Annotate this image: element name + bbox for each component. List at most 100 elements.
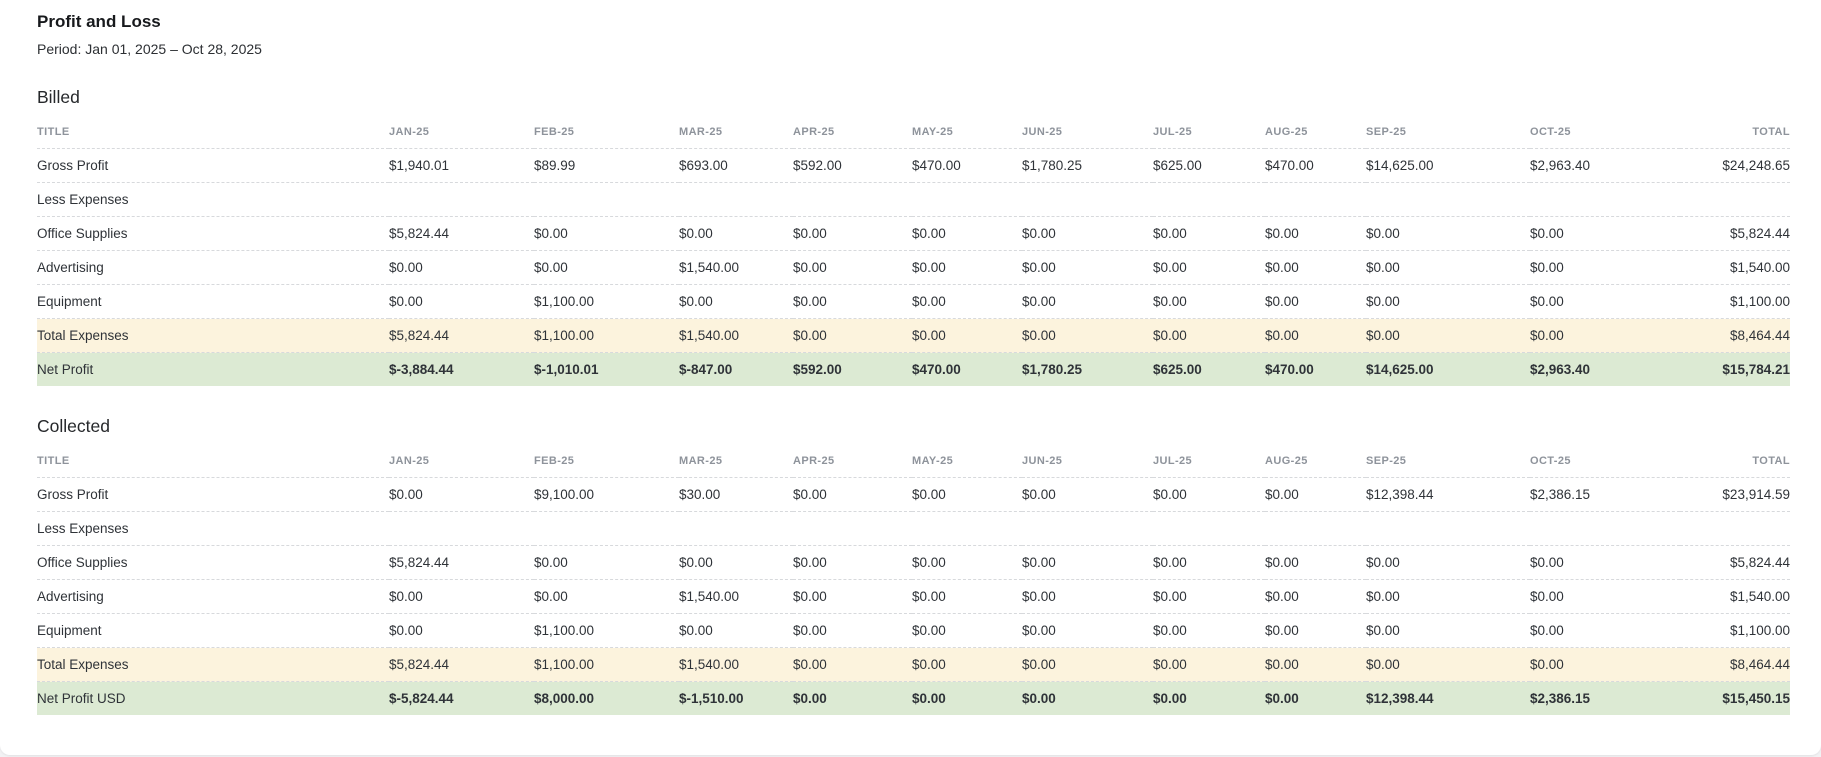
column-header: SEP-25 bbox=[1366, 455, 1407, 467]
cell-value: $0.00 bbox=[1022, 260, 1056, 275]
cell-value: $0.00 bbox=[1265, 487, 1299, 502]
cell-value: $1,940.01 bbox=[389, 158, 450, 173]
cell-value: $0.00 bbox=[1366, 657, 1400, 672]
cell-value: $5,824.44 bbox=[389, 555, 450, 570]
cell-value: $0.00 bbox=[793, 691, 827, 706]
cell-value: $1,540.00 bbox=[1729, 589, 1790, 604]
cell-value: $0.00 bbox=[1153, 294, 1187, 309]
row-title: Less Expenses bbox=[37, 521, 129, 536]
cell-value: $0.00 bbox=[912, 294, 946, 309]
cell-value: $0.00 bbox=[1366, 226, 1400, 241]
cell-value: $0.00 bbox=[1153, 555, 1187, 570]
cell-value bbox=[1680, 512, 1790, 546]
row-title: Total Expenses bbox=[37, 328, 129, 343]
cell-value: $12,398.44 bbox=[1366, 487, 1434, 502]
column-header: MAY-25 bbox=[912, 455, 954, 467]
cell-value: $0.00 bbox=[1153, 260, 1187, 275]
cell-value bbox=[1265, 183, 1366, 217]
cell-value: $0.00 bbox=[793, 226, 827, 241]
report-period-label: Period: Jan 01, 2025 – Oct 28, 2025 bbox=[37, 41, 262, 57]
column-header: SEP-25 bbox=[1366, 126, 1407, 138]
cell-value bbox=[389, 183, 534, 217]
row-title: Office Supplies bbox=[37, 226, 128, 241]
cell-value: $0.00 bbox=[1153, 623, 1187, 638]
row-title: Equipment bbox=[37, 294, 102, 309]
row-title: Equipment bbox=[37, 623, 102, 638]
cell-value: $0.00 bbox=[1022, 226, 1056, 241]
cell-value bbox=[389, 512, 534, 546]
cell-value: $0.00 bbox=[1530, 226, 1564, 241]
cell-value: $0.00 bbox=[1366, 623, 1400, 638]
collected-table: TITLE JAN-25 FEB-25 MAR-25 APR-25 MAY-25 JUN-2… bbox=[37, 443, 1790, 715]
cell-value: $0.00 bbox=[1366, 294, 1400, 309]
cell-value: $0.00 bbox=[912, 657, 946, 672]
cell-value: $12,398.44 bbox=[1366, 691, 1434, 706]
row-title: Net Profit bbox=[37, 362, 94, 377]
column-header: AUG-25 bbox=[1265, 455, 1308, 467]
cell-value bbox=[1265, 512, 1366, 546]
cell-value: $-1,510.00 bbox=[679, 691, 744, 706]
cell-value: $470.00 bbox=[912, 158, 961, 173]
table-row: Equipment $0.00 $1,100.00 $0.00 $0.00 $0.00 $0… bbox=[37, 284, 1790, 319]
row-title: Total Expenses bbox=[37, 657, 129, 672]
column-header: JAN-25 bbox=[389, 126, 430, 138]
column-header: JUL-25 bbox=[1153, 455, 1193, 467]
cell-value: $5,824.44 bbox=[389, 226, 450, 241]
cell-value: $1,100.00 bbox=[534, 657, 595, 672]
cell-value: $0.00 bbox=[1153, 487, 1187, 502]
cell-value: $0.00 bbox=[679, 555, 713, 570]
cell-value: $0.00 bbox=[1265, 328, 1299, 343]
cell-value: $0.00 bbox=[1153, 691, 1187, 706]
cell-value: $0.00 bbox=[1022, 294, 1056, 309]
cell-value: $0.00 bbox=[679, 226, 713, 241]
cell-value bbox=[1022, 512, 1153, 546]
cell-value: $2,963.40 bbox=[1530, 362, 1591, 377]
cell-value: $0.00 bbox=[534, 555, 568, 570]
cell-value: $1,100.00 bbox=[534, 294, 595, 309]
column-header: TITLE bbox=[37, 455, 70, 467]
page-title: Profit and Loss bbox=[37, 12, 161, 31]
cell-value: $0.00 bbox=[1265, 260, 1299, 275]
cell-value: $0.00 bbox=[534, 589, 568, 604]
cell-value: $0.00 bbox=[1022, 623, 1056, 638]
cell-value: $0.00 bbox=[534, 226, 568, 241]
table-row: Less Expenses bbox=[37, 182, 1790, 217]
cell-value: $0.00 bbox=[1530, 589, 1564, 604]
cell-value bbox=[1153, 183, 1265, 217]
cell-value: $24,248.65 bbox=[1722, 158, 1790, 173]
cell-value: $0.00 bbox=[1366, 589, 1400, 604]
cell-value: $470.00 bbox=[1265, 362, 1314, 377]
column-header: OCT-25 bbox=[1530, 126, 1571, 138]
cell-value: $5,824.44 bbox=[389, 328, 450, 343]
table-row: Advertising $0.00 $0.00 $1,540.00 $0.00 $0.00… bbox=[37, 579, 1790, 614]
column-header: APR-25 bbox=[793, 126, 835, 138]
cell-value: $1,100.00 bbox=[1729, 623, 1790, 638]
cell-value: $0.00 bbox=[389, 589, 423, 604]
cell-value: $15,450.15 bbox=[1722, 691, 1790, 706]
cell-value bbox=[1153, 512, 1265, 546]
table-row: Gross Profit $0.00 $9,100.00 $30.00 $0.00 $0.… bbox=[37, 477, 1790, 512]
column-header: JUN-25 bbox=[1022, 455, 1063, 467]
cell-value bbox=[679, 183, 793, 217]
cell-value bbox=[534, 183, 679, 217]
column-header: APR-25 bbox=[793, 455, 835, 467]
cell-value: $0.00 bbox=[1530, 260, 1564, 275]
cell-value: $9,100.00 bbox=[534, 487, 595, 502]
cell-value: $0.00 bbox=[1022, 487, 1056, 502]
column-header: JAN-25 bbox=[389, 455, 430, 467]
table-row: Total Expenses $5,824.44 $1,100.00 $1,540.0… bbox=[37, 647, 1790, 682]
cell-value: $0.00 bbox=[389, 260, 423, 275]
column-header: OCT-25 bbox=[1530, 455, 1571, 467]
cell-value: $2,386.15 bbox=[1530, 691, 1591, 706]
table-row: Equipment $0.00 $1,100.00 $0.00 $0.00 $0.00 $0… bbox=[37, 613, 1790, 648]
cell-value: $1,540.00 bbox=[679, 328, 740, 343]
table-row: Office Supplies $5,824.44 $0.00 $0.00 $0.00 $… bbox=[37, 216, 1790, 251]
cell-value: $0.00 bbox=[912, 589, 946, 604]
cell-value: $0.00 bbox=[912, 487, 946, 502]
cell-value: $0.00 bbox=[793, 294, 827, 309]
cell-value: $625.00 bbox=[1153, 158, 1202, 173]
cell-value: $0.00 bbox=[793, 487, 827, 502]
table-row: Office Supplies $5,824.44 $0.00 $0.00 $0.00 $… bbox=[37, 545, 1790, 580]
cell-value: $0.00 bbox=[1265, 657, 1299, 672]
cell-value: $592.00 bbox=[793, 362, 842, 377]
